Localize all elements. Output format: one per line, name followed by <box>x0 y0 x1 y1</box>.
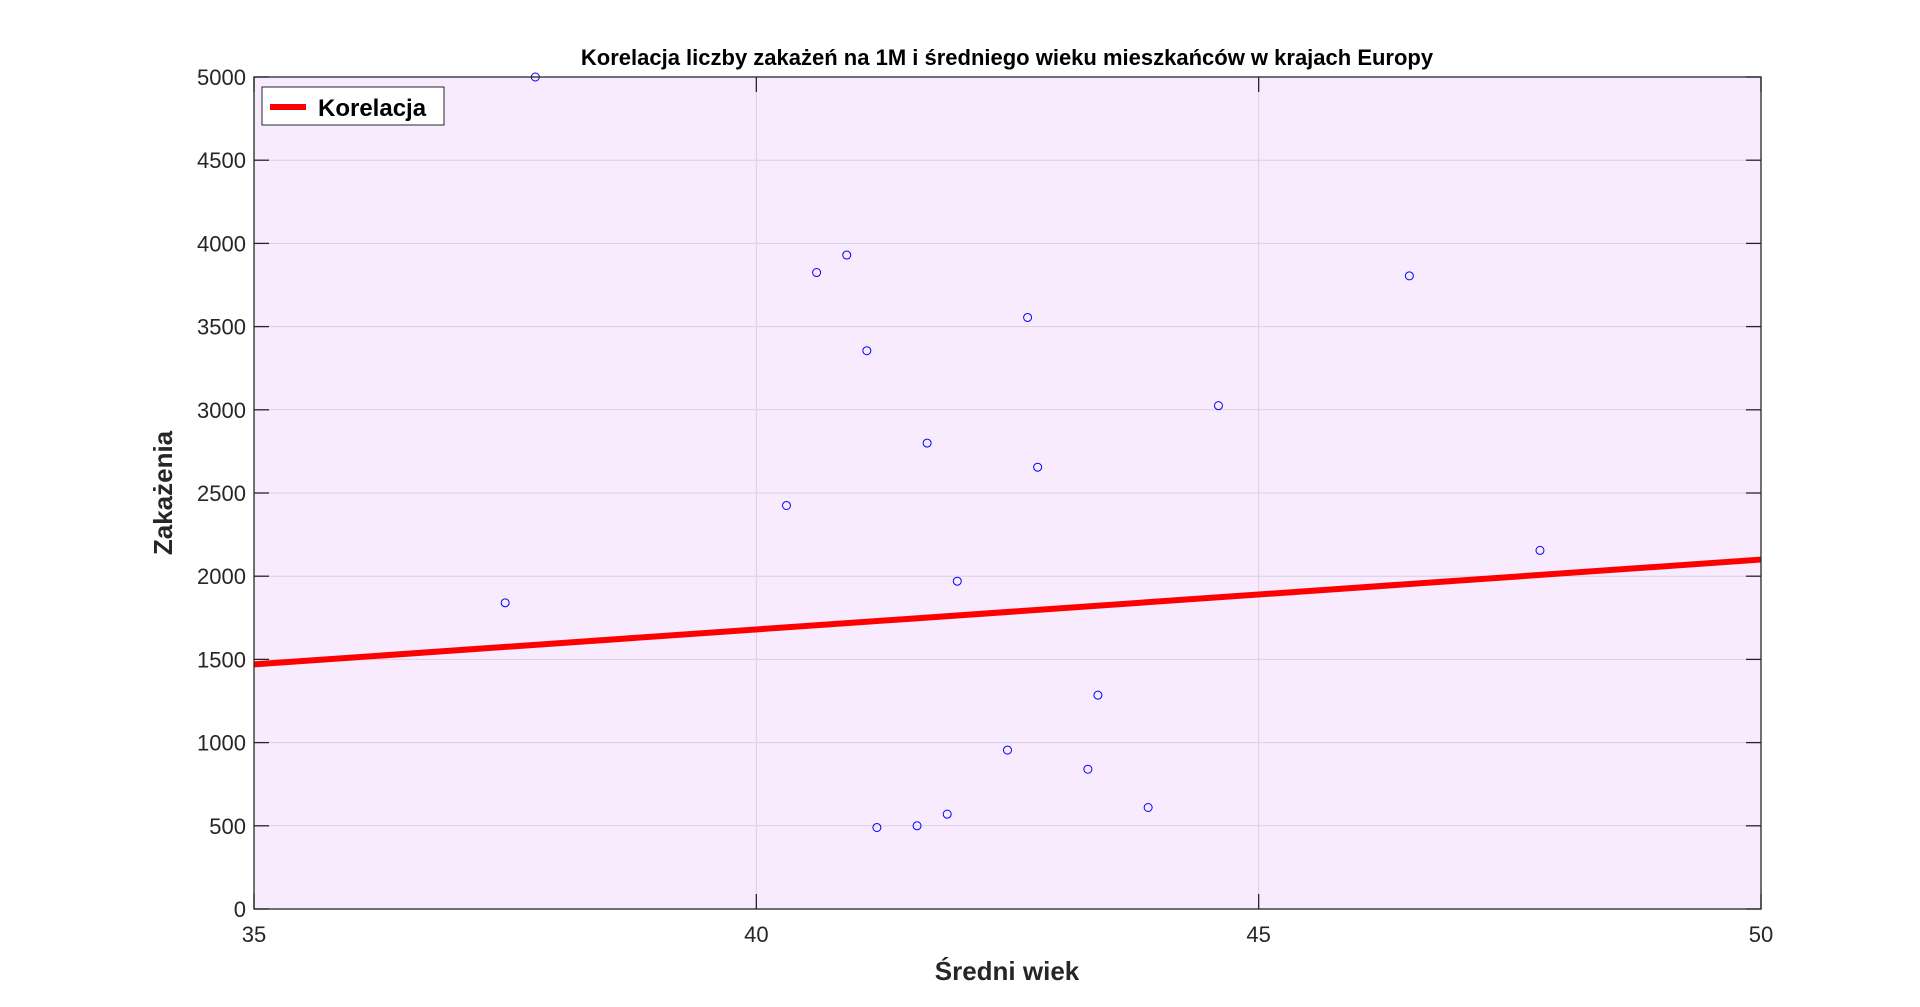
x-tick-label: 45 <box>1246 922 1270 947</box>
y-tick-label: 4500 <box>197 148 246 173</box>
x-axis-label: Średni wiek <box>935 956 1080 986</box>
scatter-point <box>862 346 872 356</box>
y-tick-label: 4000 <box>197 231 246 256</box>
y-tick-label: 3500 <box>197 315 246 340</box>
x-tick-label: 50 <box>1749 922 1773 947</box>
y-tick-label: 3000 <box>197 398 246 423</box>
chart-title: Korelacja liczby zakażeń na 1M i średnie… <box>581 45 1434 70</box>
x-tick-label: 35 <box>242 922 266 947</box>
scatter-point <box>922 438 932 448</box>
scatter-point <box>1093 690 1103 700</box>
x-tick-label: 40 <box>744 922 768 947</box>
scatter-point <box>942 809 952 819</box>
scatter-point <box>1033 462 1043 472</box>
scatter-point <box>842 250 852 260</box>
scatter-point <box>1023 312 1033 322</box>
axis-ticks <box>253 76 1762 910</box>
y-tick-label: 1000 <box>197 731 246 756</box>
x-tick-labels: 35 40 45 50 <box>242 922 1773 947</box>
legend-label-korelacja: Korelacja <box>318 95 427 122</box>
scatter-point <box>1003 745 1012 755</box>
y-tick-label: 500 <box>209 814 246 839</box>
scatter-point <box>1404 271 1414 281</box>
y-axis-label: Zakażenia <box>148 430 178 555</box>
y-tick-label: 2000 <box>197 564 246 589</box>
y-tick-label: 2500 <box>197 481 246 506</box>
scatter-point <box>952 576 962 586</box>
scatter-point <box>1143 802 1153 812</box>
scatter-point <box>1213 401 1223 411</box>
scatter-point <box>872 822 882 832</box>
grid-lines <box>254 77 1761 909</box>
scatter-point <box>1535 545 1545 555</box>
scatter-point <box>1083 764 1093 774</box>
y-tick-labels: 0 500 1000 1500 2000 2500 3000 3500 4000 4500 5000 <box>197 65 246 922</box>
scatter-points <box>500 72 1545 832</box>
y-tick-label: 0 <box>234 897 246 922</box>
scatter-point <box>781 500 791 510</box>
y-tick-label: 5000 <box>197 65 246 90</box>
scatter-point <box>812 268 822 278</box>
y-tick-label: 1500 <box>197 647 246 672</box>
legend[interactable]: Korelacja <box>261 86 445 126</box>
trend-line-korelacja <box>253 556 1762 668</box>
trend-line-layer <box>253 556 1762 668</box>
scatter-point <box>500 598 510 608</box>
scatter-point <box>912 821 922 831</box>
